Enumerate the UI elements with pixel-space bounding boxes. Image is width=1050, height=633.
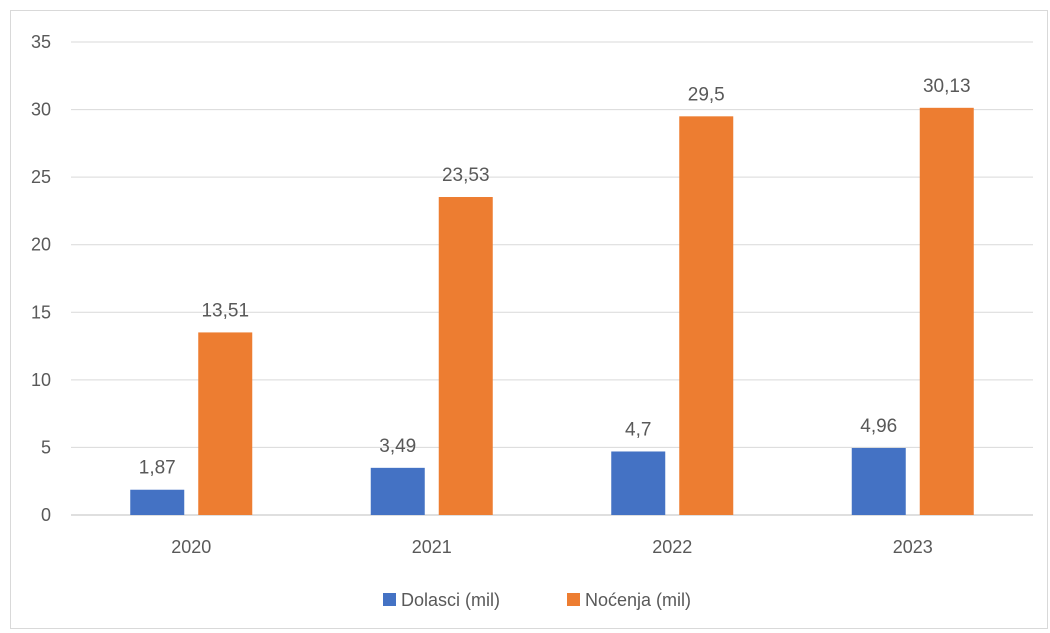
data-label: 4,7: [625, 419, 651, 440]
legend-label: Dolasci (mil): [401, 590, 500, 610]
data-label: 1,87: [139, 458, 176, 479]
data-labels: 1,87 13,51 3,49 23,53 4,7 29,5 4,96 30,13: [139, 76, 971, 479]
y-axis-ticks: 0 5 10 15 20 25 30 35: [31, 32, 51, 525]
y-tick-label: 30: [31, 100, 51, 120]
chart-frame: 0 5 10 15 20 25 30 35 1,87 13,51 3,49 23,53 4,7 29,5…: [10, 10, 1048, 629]
legend-label: Noćenja (mil): [585, 590, 691, 610]
x-axis-ticks: 2020 2021 2022 2023: [171, 537, 933, 557]
x-tick-label: 2023: [893, 537, 933, 557]
data-label: 4,96: [860, 416, 897, 437]
legend-swatch-dolasci: [383, 593, 396, 606]
data-label: 29,5: [688, 84, 725, 105]
y-tick-label: 5: [41, 437, 51, 457]
bar-dolasci-2023: [851, 447, 906, 515]
bar-dolasci-2022: [611, 451, 666, 515]
data-label: 13,51: [201, 300, 249, 321]
x-tick-label: 2020: [171, 537, 211, 557]
bar-nocenja-2021: [438, 197, 493, 515]
bars: [130, 107, 974, 515]
bar-dolasci-2020: [130, 489, 185, 515]
data-label: 3,49: [379, 436, 416, 457]
y-tick-label: 10: [31, 370, 51, 390]
x-tick-label: 2022: [652, 537, 692, 557]
data-label: 30,13: [923, 76, 971, 97]
y-tick-label: 15: [31, 302, 51, 322]
bar-nocenja-2022: [679, 116, 734, 515]
bar-nocenja-2023: [919, 107, 974, 515]
y-tick-label: 0: [41, 505, 51, 525]
y-tick-label: 20: [31, 235, 51, 255]
x-tick-label: 2021: [412, 537, 452, 557]
legend-swatch-nocenja: [567, 593, 580, 606]
y-tick-label: 35: [31, 32, 51, 52]
bar-chart: 0 5 10 15 20 25 30 35 1,87 13,51 3,49 23,53 4,7 29,5…: [31, 32, 1033, 610]
bar-dolasci-2021: [370, 467, 425, 515]
data-label: 23,53: [442, 165, 490, 186]
y-tick-label: 25: [31, 167, 51, 187]
bar-nocenja-2020: [198, 332, 253, 515]
legend: Dolasci (mil) Noćenja (mil): [383, 590, 691, 610]
